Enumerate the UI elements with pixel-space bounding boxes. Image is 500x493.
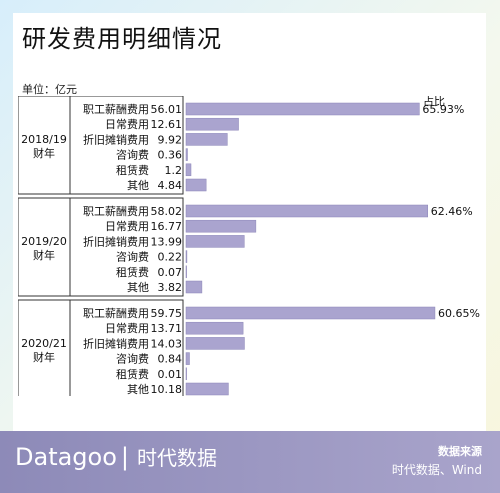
value-label: 0.84 xyxy=(158,353,183,366)
value-label: 14.03 xyxy=(151,337,183,350)
bar xyxy=(185,321,244,335)
value-label: 1.2 xyxy=(165,164,183,177)
category-label-box xyxy=(69,96,184,195)
category-label-box xyxy=(69,197,184,297)
pct-label: 65.93% xyxy=(422,103,464,116)
category-label: 租赁费 xyxy=(116,367,149,381)
bar xyxy=(185,102,420,116)
source-text: 时代数据、Wind xyxy=(391,463,482,477)
source-label: 数据来源 xyxy=(438,445,482,458)
category-label: 租赁费 xyxy=(116,163,149,177)
brand-name-cn: 时代数据 xyxy=(137,446,217,470)
pct-header: 占比 xyxy=(423,96,445,108)
year-label: 2020/21 xyxy=(21,337,67,350)
category-label: 折旧摊销费用 xyxy=(83,234,149,248)
category-label: 其他 xyxy=(127,179,149,192)
value-label: 59.75 xyxy=(151,307,183,320)
value-label: 13.71 xyxy=(151,322,183,335)
category-label: 咨询费 xyxy=(116,352,149,366)
year-label: 2018/19 xyxy=(21,133,67,146)
value-label: 58.02 xyxy=(151,205,183,218)
value-label: 16.77 xyxy=(151,220,183,233)
value-label: 12.61 xyxy=(151,118,183,131)
category-label: 职工薪酬费用 xyxy=(83,205,149,218)
value-label: 0.36 xyxy=(158,149,183,162)
category-label: 咨询费 xyxy=(116,250,149,264)
year-label-suffix: 财年 xyxy=(33,350,55,364)
category-label: 职工薪酬费用 xyxy=(83,103,149,116)
bar xyxy=(185,163,192,177)
value-label: 13.99 xyxy=(151,235,183,248)
pct-label: 60.65% xyxy=(438,307,480,320)
bar xyxy=(185,265,187,279)
bar xyxy=(185,352,190,365)
footer-bar: Datagoo | 时代数据 数据来源 时代数据、Wind xyxy=(0,431,500,493)
pct-label: 62.46% xyxy=(431,205,473,218)
bar xyxy=(185,382,229,396)
bar xyxy=(185,337,245,350)
bar xyxy=(185,250,188,263)
category-label: 日常费用 xyxy=(105,220,149,233)
bar xyxy=(185,219,257,233)
year-label-suffix: 财年 xyxy=(33,146,55,160)
value-label: 9.92 xyxy=(158,133,183,146)
category-label: 租赁费 xyxy=(116,265,149,279)
bar xyxy=(185,235,245,248)
bar xyxy=(185,178,207,192)
value-label: 3.82 xyxy=(158,281,183,294)
value-label: 0.01 xyxy=(158,368,183,381)
category-label: 日常费用 xyxy=(105,322,149,335)
category-label: 咨询费 xyxy=(116,148,149,162)
bar xyxy=(185,306,436,320)
category-label-box xyxy=(69,299,184,396)
year-label-suffix: 财年 xyxy=(33,248,55,262)
value-label: 0.07 xyxy=(158,266,183,279)
page-title: 研发费用明细情况 xyxy=(22,25,222,53)
value-label: 56.01 xyxy=(151,103,183,116)
bar xyxy=(185,117,239,131)
unit-label: 单位：亿元 xyxy=(22,83,77,96)
value-label: 10.18 xyxy=(151,383,183,396)
category-label: 职工薪酬费用 xyxy=(83,307,149,320)
category-label: 其他 xyxy=(127,281,149,294)
bar xyxy=(185,367,187,381)
value-label: 4.84 xyxy=(158,179,183,192)
category-label: 折旧摊销费用 xyxy=(83,132,149,146)
category-label: 其他 xyxy=(127,383,149,396)
category-label: 日常费用 xyxy=(105,118,149,131)
bar xyxy=(185,133,228,146)
category-label: 折旧摊销费用 xyxy=(83,336,149,350)
value-label: 0.22 xyxy=(158,251,183,264)
brand-logo: Datagoo | 时代数据 xyxy=(15,442,217,471)
bar xyxy=(185,204,428,218)
brand-name: Datagoo xyxy=(15,443,117,471)
brand-divider: | xyxy=(120,443,129,471)
bar xyxy=(185,148,188,161)
year-label: 2019/20 xyxy=(21,235,67,248)
bar xyxy=(185,280,203,294)
